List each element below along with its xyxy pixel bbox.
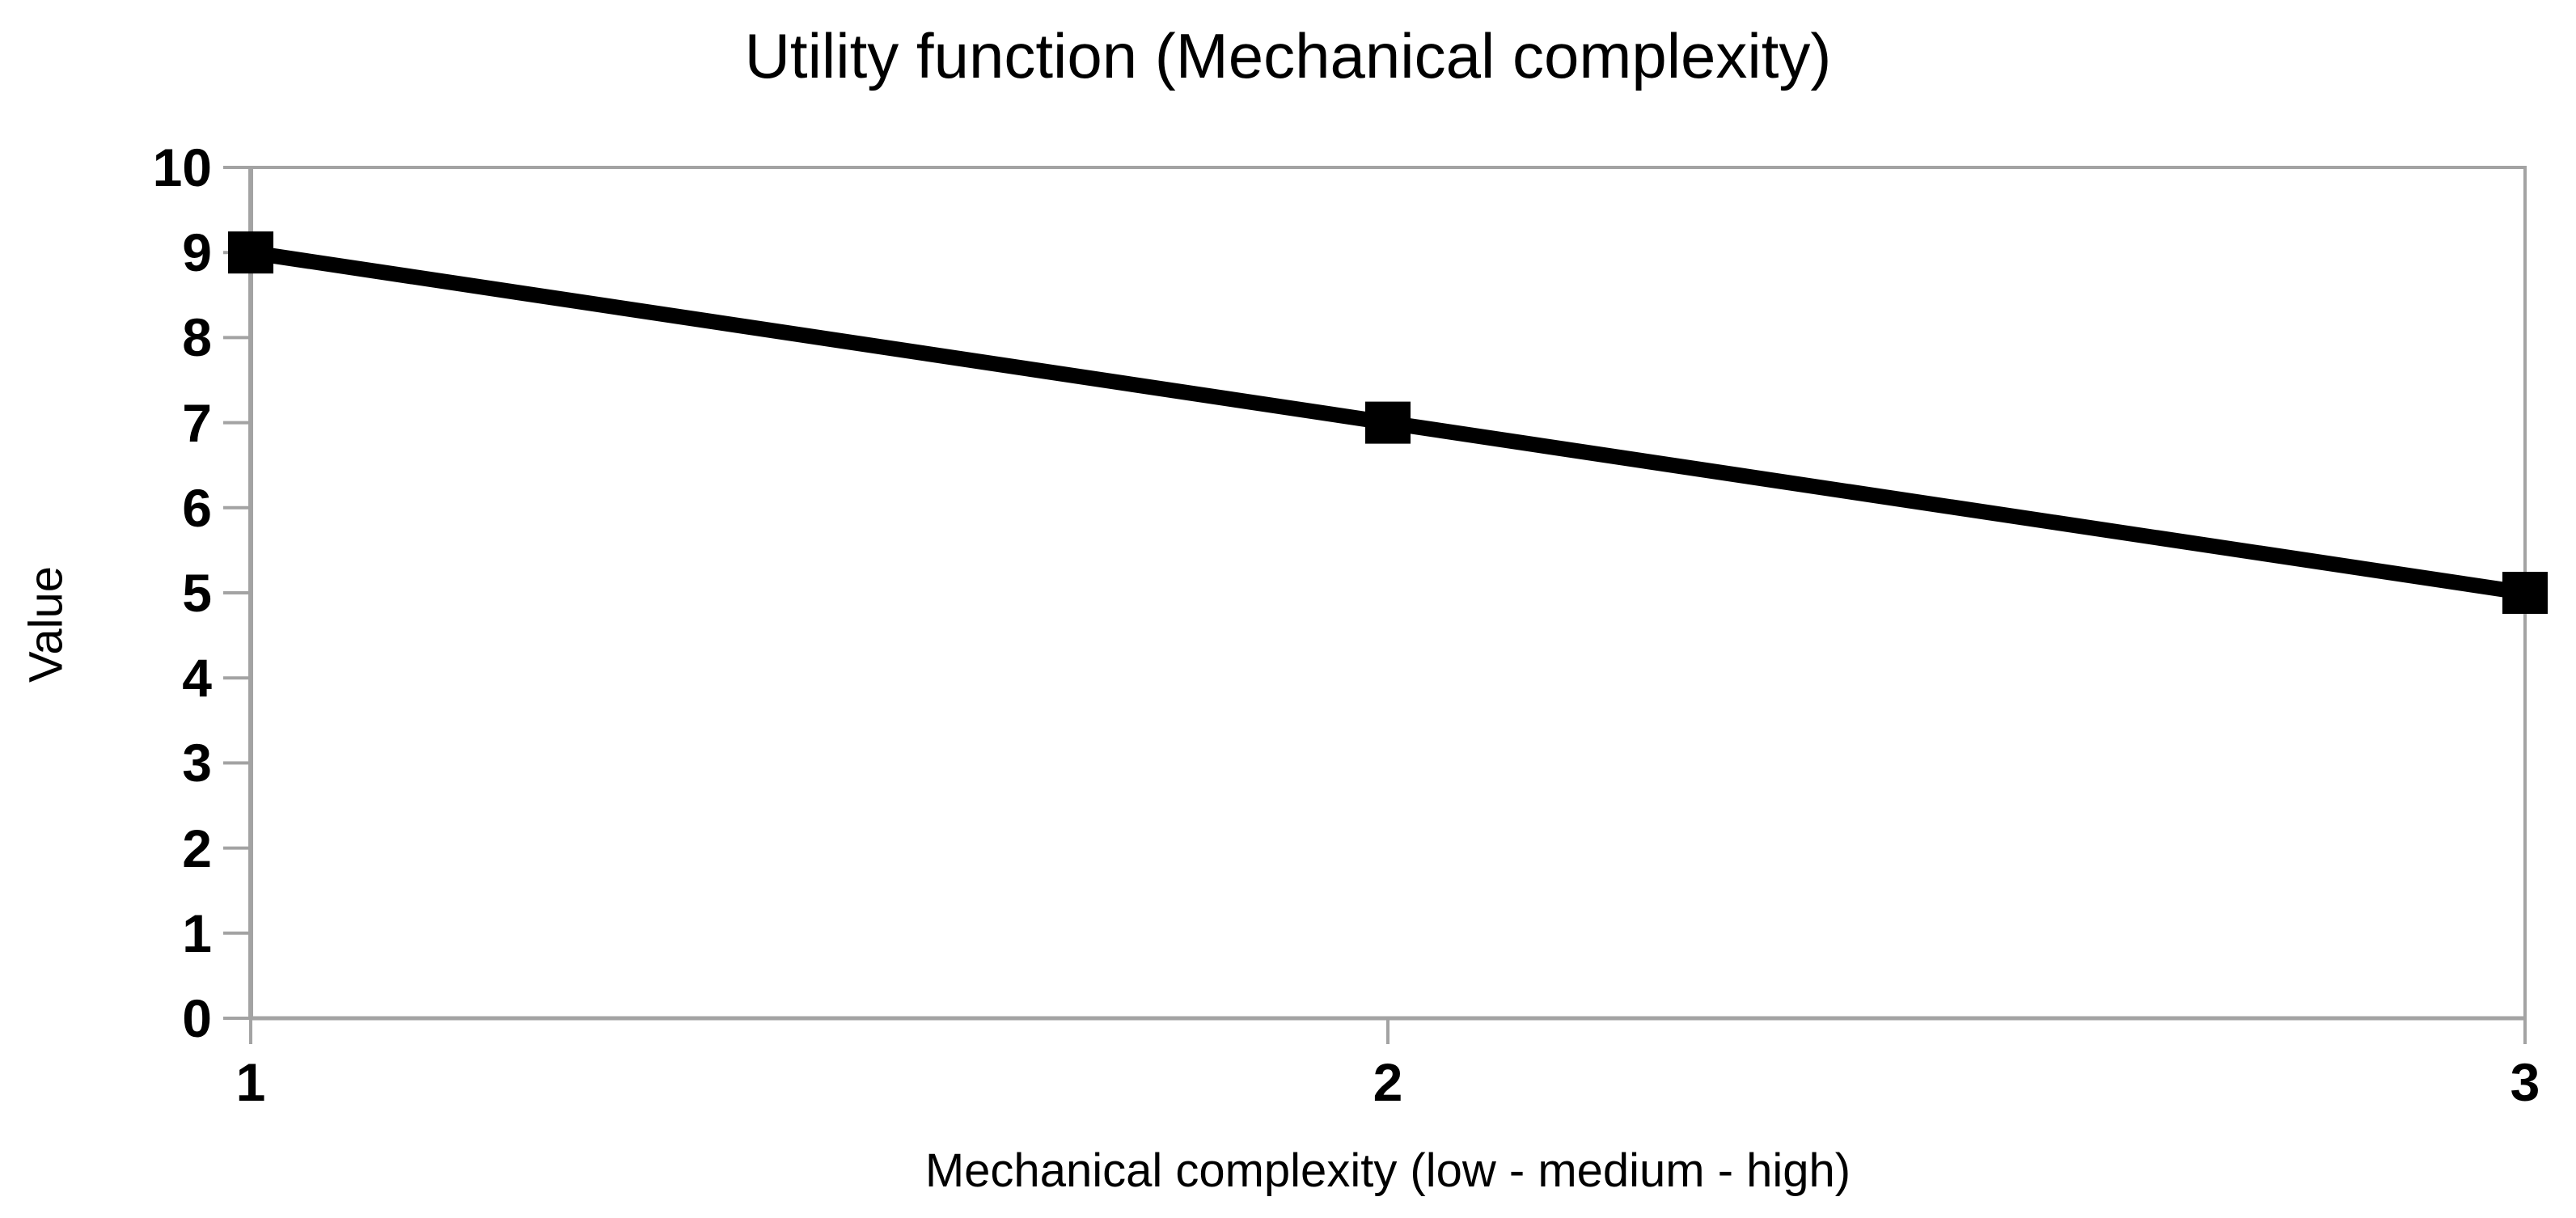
- data-point-marker: [2502, 572, 2548, 614]
- y-tick-label: 9: [182, 222, 212, 283]
- y-tick-label: 2: [182, 818, 212, 878]
- y-tick-label: 4: [182, 648, 212, 708]
- y-tick-label: 8: [182, 307, 212, 368]
- x-axis-title: Mechanical complexity (low - medium - hi…: [924, 1144, 1851, 1197]
- y-tick-label: 1: [182, 903, 212, 963]
- y-tick-label: 7: [182, 392, 212, 453]
- chart-title: Utility function (Mechanical complexity): [744, 20, 1832, 91]
- x-tick-label: 2: [1373, 1052, 1403, 1112]
- y-tick-label: 5: [182, 563, 212, 623]
- plot-frame: [249, 166, 2527, 1020]
- y-tick-label: 3: [182, 733, 212, 793]
- x-tick-label: 1: [235, 1052, 266, 1112]
- y-tick-label: 0: [182, 988, 212, 1048]
- x-tick-label: 3: [2510, 1052, 2540, 1112]
- data-point-marker: [228, 231, 273, 274]
- y-tick-label: 10: [152, 137, 212, 197]
- y-tick-label: 6: [182, 477, 212, 538]
- data-point-marker: [1365, 401, 1411, 444]
